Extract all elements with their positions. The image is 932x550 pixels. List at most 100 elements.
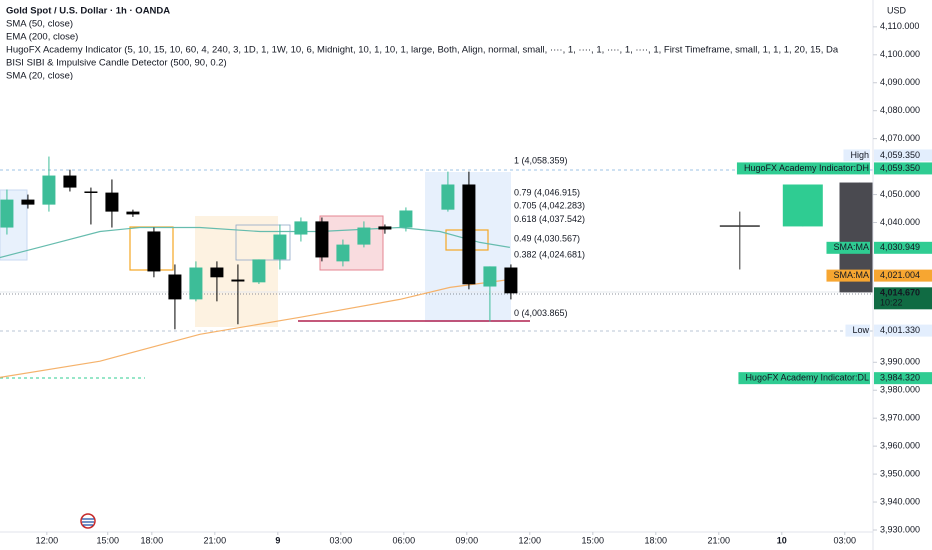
x-tick-label: 12:00: [519, 535, 542, 545]
fib-label: 1 (4,058.359): [514, 156, 568, 166]
legend-item: SMA (20, close): [6, 71, 73, 82]
y-tick-label: 3,980.000: [880, 385, 920, 395]
currency: USD: [887, 5, 907, 15]
y-tick-label: 3,950.000: [880, 468, 920, 478]
x-tick-label: 15:00: [582, 535, 605, 545]
candle-body: [21, 199, 35, 205]
price-label: 4,021.004: [880, 270, 920, 280]
price-label-bg: [874, 372, 932, 385]
x-tick-label: 21:00: [204, 535, 227, 545]
legend-item: SMA (50, close): [6, 19, 73, 30]
candle-body: [189, 267, 203, 300]
candle-body: [63, 175, 77, 188]
price-label-bg: [874, 324, 932, 337]
price-label-bg: [874, 149, 932, 162]
price-tag: SMA:MA: [833, 270, 869, 280]
candle-body: [399, 210, 413, 228]
x-tick-label: 06:00: [393, 535, 416, 545]
candle-body: [782, 184, 823, 227]
price-tag: HugoFX Academy Indicator:DL: [745, 373, 869, 383]
candle-body: [441, 184, 455, 210]
price-label-bg: [874, 241, 932, 254]
price-tag-bg: [845, 324, 870, 337]
candle-body: [210, 267, 224, 278]
candle-body: [462, 184, 476, 285]
price-tag: SMA:MA: [833, 242, 869, 252]
candle-body: [315, 221, 329, 258]
zone: [195, 216, 278, 327]
y-tick-label: 3,930.000: [880, 524, 920, 534]
candle-body: [84, 191, 98, 193]
price-label: 3,984.320: [880, 373, 920, 383]
x-tick-label: 12:00: [36, 535, 59, 545]
price-tag-bg: [843, 149, 870, 162]
price-label: 4,030.949: [880, 242, 920, 252]
candle-body: [504, 267, 518, 294]
x-tick-label: 18:00: [141, 535, 164, 545]
x-tick-label: 10: [777, 535, 787, 545]
candle-body: [273, 234, 287, 260]
candle-body: [719, 225, 760, 227]
x-tick-label: 9: [275, 535, 280, 545]
price-tag: High: [850, 150, 869, 160]
y-tick-label: 4,070.000: [880, 133, 920, 143]
fib-label: 0.382 (4,024.681): [514, 250, 585, 260]
y-tick-label: 3,940.000: [880, 496, 920, 506]
y-tick-label: 4,040.000: [880, 217, 920, 227]
y-tick-label: 4,050.000: [880, 189, 920, 199]
y-tick-label: 4,090.000: [880, 77, 920, 87]
y-tick-label: 4,100.000: [880, 49, 920, 59]
x-tick-label: 18:00: [645, 535, 668, 545]
x-tick-label: 15:00: [96, 535, 119, 545]
x-tick-label: 09:00: [456, 535, 479, 545]
price-tag-bg: [826, 269, 870, 282]
x-tick-label: 03:00: [834, 535, 857, 545]
candle-body: [231, 279, 245, 282]
plot-area: [0, 156, 873, 379]
price-tag-bg: [736, 162, 870, 175]
fib-label: 0.79 (4,046.915): [514, 188, 580, 198]
price-label: 4,059.350: [880, 150, 920, 160]
x-tick-label: 03:00: [330, 535, 353, 545]
price-tag-bg: [826, 241, 870, 254]
legend-item: BISI SIBI & Impulsive Candle Detector (5…: [6, 58, 227, 69]
y-tick-label: 3,960.000: [880, 441, 920, 451]
candle-body: [252, 259, 266, 283]
legend: Gold Spot / U.S. Dollar · 1h · OANDA SMA…: [6, 6, 839, 82]
candle-body: [294, 221, 308, 235]
candle-body: [105, 192, 119, 212]
price-tag: Low: [852, 325, 869, 335]
price-label-bg: [874, 269, 932, 282]
chart-title: Gold Spot / U.S. Dollar · 1h · OANDA: [6, 6, 170, 17]
candle-body: [336, 244, 350, 262]
candle-body: [378, 226, 392, 230]
price-label: 4,059.350: [880, 163, 920, 173]
fib-label: 0.705 (4,042.283): [514, 201, 585, 211]
order-block: [319, 215, 384, 271]
candle-body: [0, 199, 14, 228]
price-tag: HugoFX Academy Indicator:DH: [744, 163, 869, 173]
legend-item: EMA (200, close): [6, 32, 78, 43]
candle-body: [42, 175, 56, 205]
price-label-bg: [874, 287, 932, 310]
price-tag-bg: [738, 372, 870, 385]
fib-label: 0.49 (4,030.567): [514, 233, 580, 243]
candle-body: [147, 231, 161, 272]
fib-label: 0 (4,003.865): [514, 308, 568, 318]
price-label-bg: [874, 162, 932, 175]
price-label: 4,001.330: [880, 325, 920, 335]
countdown: 10:22: [880, 298, 903, 308]
y-tick-label: 4,080.000: [880, 105, 920, 115]
candle-body: [357, 227, 371, 245]
candle-body: [483, 266, 497, 287]
legend-item: HugoFX Academy Indicator (5, 10, 15, 10,…: [6, 45, 839, 56]
candle-body: [168, 274, 182, 300]
y-tick-label: 3,970.000: [880, 413, 920, 423]
indicator-line: [0, 226, 510, 259]
price-label: 4,014.670: [880, 288, 920, 298]
indicator-line: [0, 278, 510, 378]
y-tick-label: 3,990.000: [880, 357, 920, 367]
x-tick-label: 21:00: [708, 535, 731, 545]
fib-label: 0.618 (4,037.542): [514, 214, 585, 224]
